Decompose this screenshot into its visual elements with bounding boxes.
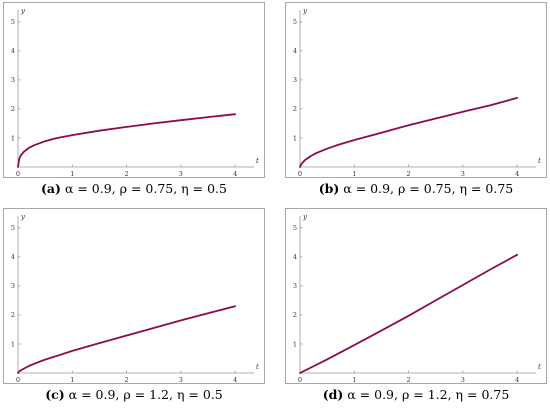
y-tick-label: 4	[293, 253, 297, 261]
y-tick-label: 5	[11, 224, 15, 232]
x-tick-label: 4	[515, 170, 519, 178]
x-tick-label: 1	[70, 376, 74, 384]
y-axis-label: y	[20, 213, 26, 221]
y-tick-label: 3	[11, 76, 15, 84]
y-tick-label: 2	[293, 311, 297, 319]
y-tick-label: 1	[11, 340, 15, 348]
x-tick-label: 0	[298, 376, 302, 384]
y-tick-label: 1	[11, 134, 15, 142]
y-axis-label: y	[20, 7, 26, 15]
caption: (b) α = 0.9, ρ = 0.75, η = 0.75	[285, 181, 547, 196]
caption: (a) α = 0.9, ρ = 0.75, η = 0.5	[3, 181, 265, 196]
x-axis-label: t	[256, 157, 259, 165]
plot-frame: 0 1 2 3 4 1 2 3 4 5 t y	[3, 208, 265, 384]
x-tick-label: 1	[352, 376, 356, 384]
y-tick-label: 1	[293, 134, 297, 142]
caption-text: α = 0.9, ρ = 0.75, η = 0.5	[64, 181, 227, 196]
y-tick-label: 5	[11, 18, 15, 26]
chart-panel-a: 0 1 2 3 4 1 2 3 4 5 t y (a) α = 0.9, ρ = 0.75, η = …	[3, 2, 265, 198]
y-tick-label: 5	[293, 18, 297, 26]
x-tick-label: 2	[125, 170, 129, 178]
y-axis-label: y	[302, 213, 308, 221]
chart-svg: 0 1 2 3 4 1 2 3 4 5 t y	[11, 7, 259, 178]
y-tick-label: 4	[293, 47, 297, 55]
y-tick-label: 4	[11, 253, 15, 261]
y-tick-label: 3	[293, 76, 297, 84]
caption-text: α = 0.9, ρ = 1.2, η = 0.75	[347, 387, 510, 402]
plot-frame: 0 1 2 3 4 1 2 3 4 5 t y	[285, 208, 547, 384]
y-axis-label: y	[302, 7, 308, 15]
x-tick-label: 3	[179, 170, 183, 178]
x-tick-label: 0	[16, 170, 20, 178]
x-tick-label: 1	[352, 170, 356, 178]
y-tick-label: 1	[293, 340, 297, 348]
plot-frame: 0 1 2 3 4 1 2 3 4 5 t y	[285, 2, 547, 178]
x-tick-label: 4	[233, 170, 237, 178]
x-tick-label: 3	[461, 170, 465, 178]
y-tick-label: 2	[11, 105, 15, 113]
caption-text: α = 0.9, ρ = 0.75, η = 0.75	[343, 181, 514, 196]
caption: (d) α = 0.9, ρ = 1.2, η = 0.75	[285, 387, 547, 402]
plot-frame: 0 1 2 3 4 1 2 3 4 5 t y	[3, 2, 265, 178]
x-axis-label: t	[256, 363, 259, 371]
x-axis-label: t	[538, 157, 541, 165]
y-tick-label: 4	[11, 47, 15, 55]
x-tick-label: 2	[407, 376, 411, 384]
series-line	[299, 97, 519, 168]
y-tick-label: 5	[293, 224, 297, 232]
y-tick-label: 2	[11, 311, 15, 319]
panel-label: (b)	[318, 181, 340, 196]
series-line	[299, 253, 519, 374]
y-tick-label: 3	[11, 282, 15, 290]
chart-svg: 0 1 2 3 4 1 2 3 4 5 t y	[11, 213, 259, 384]
x-tick-label: 0	[16, 376, 20, 384]
y-tick-label: 2	[293, 105, 297, 113]
panel-label: (a)	[41, 181, 61, 196]
x-tick-label: 3	[461, 376, 465, 384]
y-tick-label: 3	[293, 282, 297, 290]
x-tick-label: 1	[70, 170, 74, 178]
series-line	[17, 113, 237, 168]
chart-panel-d: 0 1 2 3 4 1 2 3 4 5 t y (d) α = 0.9, ρ = 1.2, η = 0…	[285, 208, 547, 404]
x-tick-label: 4	[515, 376, 519, 384]
panel-label: (d)	[322, 387, 344, 402]
caption: (c) α = 0.9, ρ = 1.2, η = 0.5	[3, 387, 265, 402]
x-tick-label: 2	[407, 170, 411, 178]
x-tick-label: 2	[125, 376, 129, 384]
series-line	[17, 305, 237, 374]
x-tick-label: 4	[233, 376, 237, 384]
panel-label: (c)	[45, 387, 65, 402]
chart-panel-b: 0 1 2 3 4 1 2 3 4 5 t y (b) α = 0.9, ρ = 0.75, η = …	[285, 2, 547, 198]
x-tick-label: 0	[298, 170, 302, 178]
chart-panel-c: 0 1 2 3 4 1 2 3 4 5 t y (c) α = 0.9, ρ = 1.2, η = 0…	[3, 208, 265, 404]
x-tick-label: 3	[179, 376, 183, 384]
chart-svg: 0 1 2 3 4 1 2 3 4 5 t y	[293, 213, 541, 384]
caption-text: α = 0.9, ρ = 1.2, η = 0.5	[68, 387, 223, 402]
x-axis-label: t	[538, 363, 541, 371]
chart-svg: 0 1 2 3 4 1 2 3 4 5 t y	[293, 7, 541, 178]
